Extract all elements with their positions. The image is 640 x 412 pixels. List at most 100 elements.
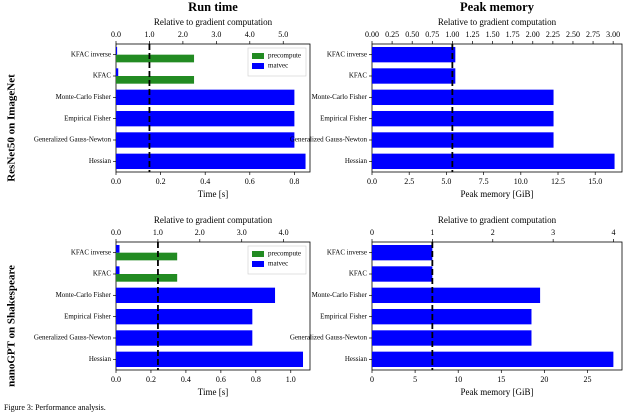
bar [116,46,118,55]
x-axis-label: Peak memory [GiB] [461,189,534,199]
x2-tick-label: 0.50 [405,30,419,39]
x-axis-label: Time [s] [198,387,228,397]
x2-tick-label: 1.00 [445,30,459,39]
caption: Figure 3: Performance analysis. [4,403,106,412]
bar [116,266,120,274]
x2-tick-label: 5.0 [278,30,288,39]
bar [116,274,178,282]
bar [372,308,532,325]
bar [116,153,306,170]
bar [116,76,195,84]
plot-frame [115,241,311,371]
x2-tick-label: 2.0 [195,228,205,237]
x-tick-label: 0.6 [245,177,255,186]
x2-tick-label: 2 [491,228,495,237]
x-tick-label: 10 [454,375,462,384]
y-tick-label: Monte-Carlo Fisher [312,291,368,299]
x2-tick-label: 1.0 [153,228,163,237]
y-tick-label: Hessian [89,157,112,165]
x2-tick-label: 1 [430,228,434,237]
x2-tick-label: 3.00 [606,30,620,39]
x-tick-label: 0.2 [146,375,156,384]
x2-tick-label: 1.0 [144,30,154,39]
bar [372,266,433,282]
x2-tick-label: 2.25 [546,30,560,39]
row-label: ResNet50 on ImageNet [6,74,18,182]
x2-tick-label: 4 [612,228,616,237]
y-tick-label: Generalized Gauss-Newton [34,334,112,342]
x-tick-label: 0.6 [216,375,226,384]
bar [116,351,304,368]
legend-label: precompute [268,52,301,60]
x2-tick-label: 3 [551,228,555,237]
x2-tick-label: 0.0 [111,228,121,237]
bar [372,68,456,84]
x2-tick-label: 3.0 [211,30,221,39]
x-tick-label: 0.0 [111,375,121,384]
bar [116,308,253,325]
legend-swatch [252,261,264,267]
y-tick-label: Hessian [345,355,368,363]
x-tick-label: 0.0 [111,177,121,186]
x-tick-label: 1.0 [286,375,296,384]
x-tick-label: 12.5 [551,177,565,186]
x-axis-label: Peak memory [GiB] [461,387,534,397]
y-tick-label: Empirical Fisher [320,114,368,122]
legend-swatch [252,63,264,69]
bar [116,330,253,346]
bar [372,287,541,304]
y-tick-label: KFAC [93,72,111,80]
x2-tick-label: 0.75 [425,30,439,39]
bar [372,330,532,346]
x2-tick-label: 0 [370,228,374,237]
bar [116,54,195,63]
bar [372,132,554,148]
x2-tick-label: 2.75 [586,30,600,39]
y-tick-label: Monte-Carlo Fisher [56,291,112,299]
bar [372,110,554,127]
y-tick-label: Generalized Gauss-Newton [290,334,368,342]
x-tick-label: 0.0 [367,177,377,186]
bar [116,132,295,148]
y-tick-label: Monte-Carlo Fisher [312,93,368,101]
row-label: nanoGPT on Shakespeare [6,265,18,387]
legend-label: matvec [268,62,288,70]
legend-label: matvec [268,260,288,268]
bar [116,110,295,127]
x-tick-label: 20 [540,375,548,384]
y-tick-label: KFAC inverse [71,248,111,256]
legend-swatch [252,251,264,257]
plot-frame [371,241,623,371]
x2-tick-label: 2.50 [566,30,580,39]
plot-frame [371,43,623,173]
x2-axis-label: Relative to gradient computation [438,215,557,225]
x2-tick-label: 0.25 [385,30,399,39]
y-tick-label: KFAC [349,270,367,278]
x2-tick-label: 1.75 [506,30,520,39]
x-tick-label: 15.0 [588,177,602,186]
y-tick-label: Generalized Gauss-Newton [290,136,368,144]
x-tick-label: 5.0 [441,177,451,186]
x2-tick-label: 1.25 [465,30,479,39]
x2-axis-label: Relative to gradient computation [154,17,273,27]
column-title: Peak memory [460,0,535,14]
legend-swatch [252,53,264,59]
x2-axis-label: Relative to gradient computation [154,215,273,225]
x2-axis-label: Relative to gradient computation [438,17,557,27]
bar [116,89,295,106]
legend-box [247,245,307,275]
bar [116,252,178,261]
x-tick-label: 5 [413,375,417,384]
x2-tick-label: 2.00 [526,30,540,39]
plot-frame [115,43,311,173]
legend-label: precompute [268,250,301,258]
y-tick-label: Monte-Carlo Fisher [56,93,112,101]
x-tick-label: 0.8 [251,375,261,384]
y-tick-label: Hessian [345,157,368,165]
y-tick-label: KFAC inverse [71,50,111,58]
y-tick-label: KFAC inverse [327,248,367,256]
x-tick-label: 0.8 [289,177,299,186]
y-tick-label: KFAC [93,270,111,278]
y-tick-label: Hessian [89,355,112,363]
